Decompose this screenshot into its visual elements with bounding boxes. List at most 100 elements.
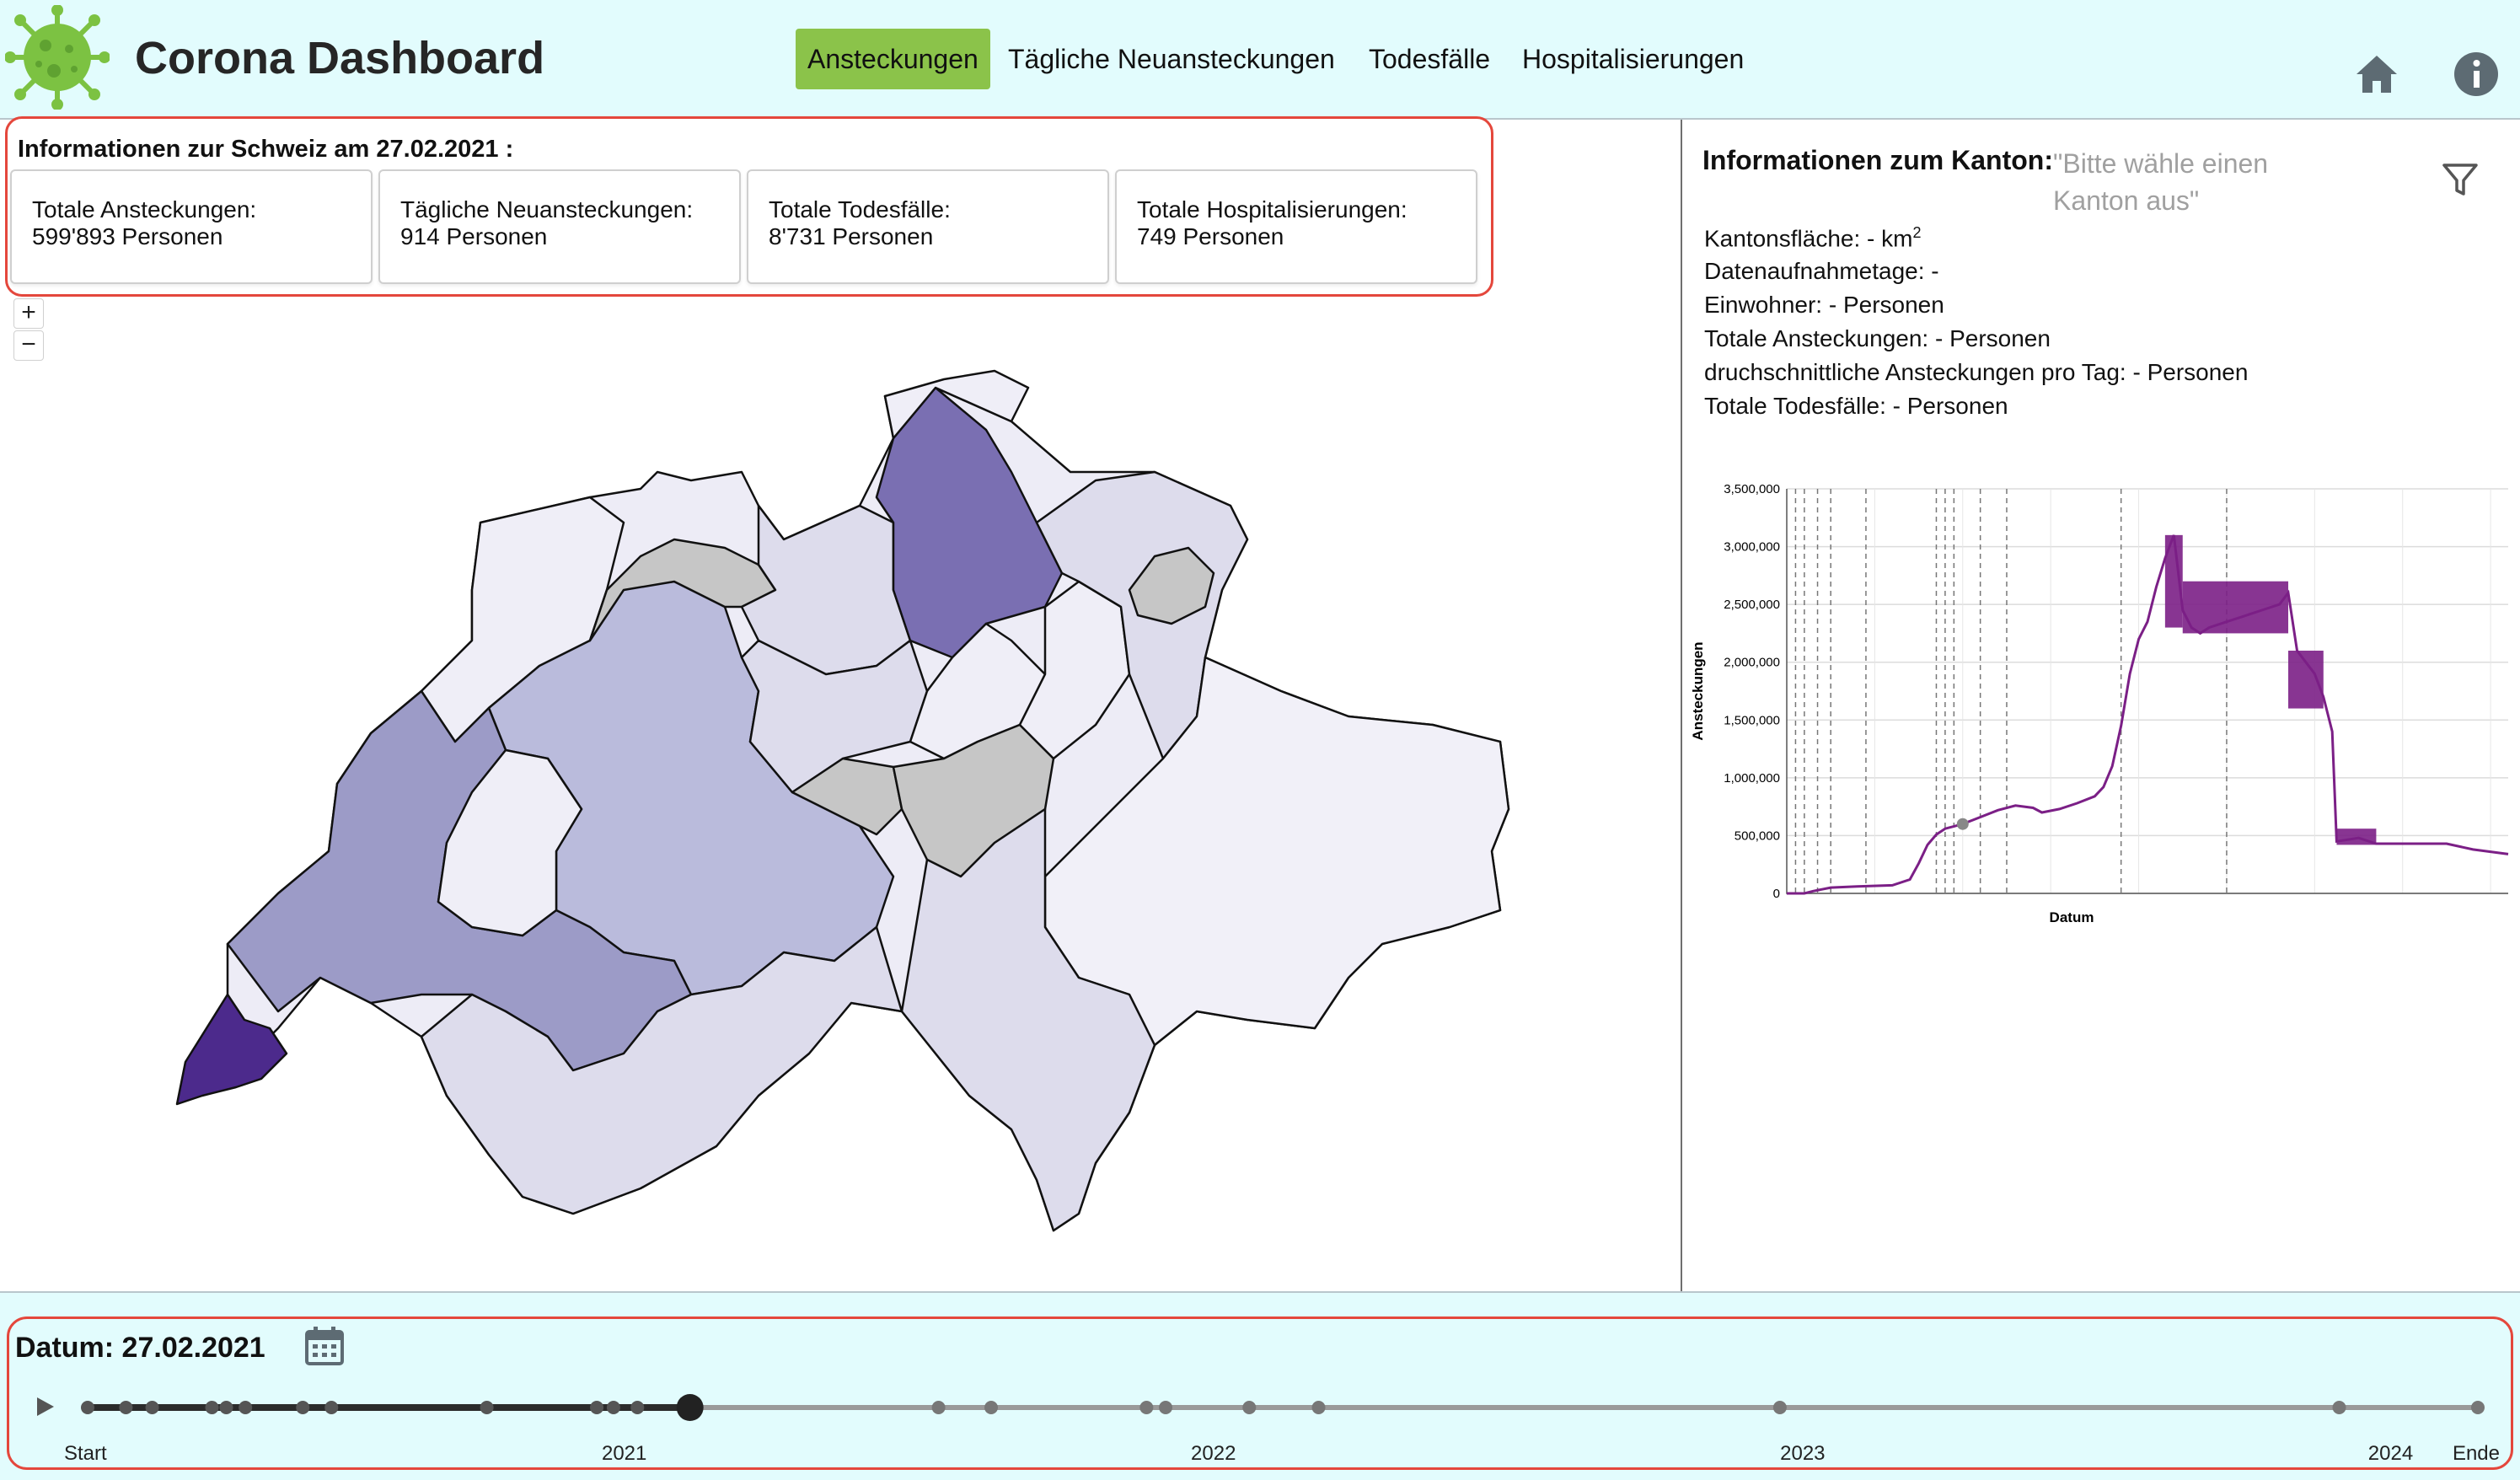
kanton-avg-per-day-line: druchschnittliche Ansteckungen pro Tag: …	[1704, 359, 2249, 385]
timeline-labels: Start 2021 2022 2023 2024 Ende	[64, 1442, 2500, 1465]
chart-y-tick-label: 1,500,000	[1724, 713, 1780, 727]
stat-value: 749 Personen	[1137, 223, 1284, 249]
timeline-marker[interactable]	[984, 1401, 999, 1414]
kanton-total-deaths-line: Totale Todesfälle: - Personen	[1704, 393, 2008, 419]
timeline-marker[interactable]	[630, 1401, 645, 1414]
chart-axis-line	[1786, 489, 2508, 894]
timeline-label: Ende	[2453, 1442, 2500, 1465]
zoom-out-button[interactable]: −	[13, 330, 44, 361]
stat-card-total-hospitalizations: Totale Hospitalisierungen: 749 Personen	[1115, 169, 1477, 284]
timeline-marker[interactable]	[239, 1401, 253, 1414]
kanton-info-title: Informationen zum Kanton:	[1702, 145, 2053, 175]
timeline-marker[interactable]	[2471, 1401, 2485, 1414]
kanton-area-text: Kantonsfläche: - km	[1704, 225, 1913, 252]
panel-divider	[1681, 120, 1682, 1291]
timeline-label: 2024	[2368, 1442, 2413, 1465]
chart-y-tick-label: 500,000	[1735, 828, 1780, 843]
timeline-markers	[81, 1401, 2485, 1414]
chart-y-tick-label: 1,000,000	[1724, 771, 1780, 786]
stat-value: 914 Personen	[400, 223, 548, 249]
chart-y-tick-label: 3,000,000	[1724, 540, 1780, 555]
kanton-days-line: Datenaufnahmetage: -	[1704, 258, 1939, 284]
timeline-marker[interactable]	[590, 1401, 604, 1414]
switzerland-info-title: Informationen zur Schweiz am 27.02.2021 …	[18, 136, 514, 163]
timeline-label: 2022	[1191, 1442, 1236, 1465]
stat-card-total-deaths: Totale Todesfälle: 8'731 Personen	[747, 169, 1109, 284]
zoom-in-button[interactable]: +	[13, 298, 44, 329]
timeline-box	[7, 1316, 2513, 1470]
canton-region	[1128, 546, 1215, 625]
timeline-marker[interactable]	[81, 1401, 94, 1414]
canton-region	[175, 993, 288, 1106]
chart-y-tick-label: 2,500,000	[1724, 598, 1780, 612]
chart-x-label: Datum	[2050, 909, 2094, 925]
kanton-population-line: Einwohner: - Personen	[1704, 292, 1944, 318]
tab-hospitalisierungen[interactable]: Hospitalisierungen	[1522, 44, 1745, 74]
tab-taegliche-neuansteckungen[interactable]: Tägliche Neuansteckungen	[1008, 44, 1335, 74]
tab-todesfaelle[interactable]: Todesfälle	[1369, 44, 1491, 74]
virus-logo-icon	[5, 5, 110, 110]
chart-y-axis: 0 500,000 1,000,000 1,500,000 2,000,000 2,500…	[1724, 482, 1780, 901]
timeline-handle[interactable]	[676, 1394, 704, 1421]
stat-card-total-infections: Totale Ansteckungen: 599'893 Personen	[10, 169, 373, 284]
calendar-icon[interactable]	[303, 1325, 346, 1367]
timeline-label: 2023	[1780, 1442, 1825, 1465]
timeline-slider[interactable]: Start 2021 2022 2023 2024 Ende	[0, 1374, 2520, 1467]
chart-current-marker	[1956, 818, 1969, 830]
timeline-marker[interactable]	[205, 1401, 219, 1414]
infections-chart[interactable]: 0 500,000 1,000,000 1,500,000 2,000,000 2,500…	[1677, 472, 2520, 1113]
chart-series-line	[1787, 534, 2509, 895]
timeline-label: 2021	[602, 1442, 646, 1465]
chart-y-tick-label: 3,500,000	[1724, 482, 1780, 496]
timeline-marker[interactable]	[145, 1401, 159, 1414]
app-title: Corona Dashboard	[135, 33, 545, 83]
chart-band	[2164, 534, 2183, 628]
kanton-area-sup: 2	[1912, 224, 1922, 241]
timeline-marker[interactable]	[1311, 1401, 1326, 1414]
timeline-marker[interactable]	[1772, 1401, 1787, 1414]
timeline-marker[interactable]	[480, 1401, 494, 1414]
chart-y-tick-label: 2,000,000	[1724, 656, 1780, 670]
switzerland-info-box: Informationen zur Schweiz am 27.02.2021 …	[5, 116, 1493, 297]
canton-region	[420, 925, 903, 1215]
switzerland-map[interactable]	[0, 120, 1681, 1291]
timeline-marker[interactable]	[931, 1401, 946, 1414]
timeline-marker[interactable]	[119, 1401, 133, 1414]
stat-value: 599'893 Personen	[32, 223, 223, 249]
canton-region	[437, 748, 583, 937]
info-icon[interactable]	[2453, 51, 2500, 98]
timeline-marker[interactable]	[324, 1401, 339, 1414]
stat-card-daily-infections: Tägliche Neuansteckungen: 914 Personen	[378, 169, 741, 284]
kanton-placeholder-text: "Bitte wähle einen Kanton aus"	[2053, 148, 2269, 216]
timeline-marker[interactable]	[2332, 1401, 2346, 1414]
chart-y-tick-label: 0	[1773, 887, 1780, 901]
chart-grid	[1786, 488, 2508, 894]
stat-label: Tägliche Neuansteckungen:	[400, 196, 694, 223]
play-icon[interactable]	[32, 1394, 57, 1419]
home-icon[interactable]	[2353, 51, 2400, 98]
timeline-marker[interactable]	[219, 1401, 233, 1414]
header-bar: Corona Dashboard Ansteckungen Tägliche N…	[0, 0, 2520, 120]
stat-label: Totale Ansteckungen:	[32, 196, 257, 223]
stat-value: 8'731 Personen	[769, 223, 934, 249]
chart-event-lines	[1794, 489, 2228, 893]
timeline-marker[interactable]	[1139, 1401, 1154, 1414]
timeline-date-label: Datum: 27.02.2021	[15, 1332, 265, 1364]
stat-label: Totale Hospitalisierungen:	[1137, 196, 1407, 223]
timeline-marker[interactable]	[296, 1401, 310, 1414]
canton-region	[900, 807, 1156, 1232]
timeline-marker[interactable]	[1242, 1401, 1257, 1414]
timeline-marker[interactable]	[1159, 1401, 1173, 1414]
stat-label: Totale Todesfälle:	[769, 196, 951, 223]
map-area	[0, 120, 1681, 1291]
canton-region	[875, 386, 1064, 659]
kanton-total-infections-line: Totale Ansteckungen: - Personen	[1704, 325, 2051, 351]
timeline-label: Start	[64, 1442, 107, 1465]
tab-ansteckungen[interactable]: Ansteckungen	[796, 29, 990, 89]
chart-bands	[2164, 534, 2377, 845]
kanton-area-line: Kantonsfläche: - km2	[1704, 224, 1921, 252]
timeline-marker[interactable]	[606, 1401, 620, 1414]
filter-icon[interactable]	[2441, 160, 2480, 199]
canton-region	[883, 369, 1030, 440]
chart-y-label: Ansteckungen	[1690, 641, 1706, 740]
